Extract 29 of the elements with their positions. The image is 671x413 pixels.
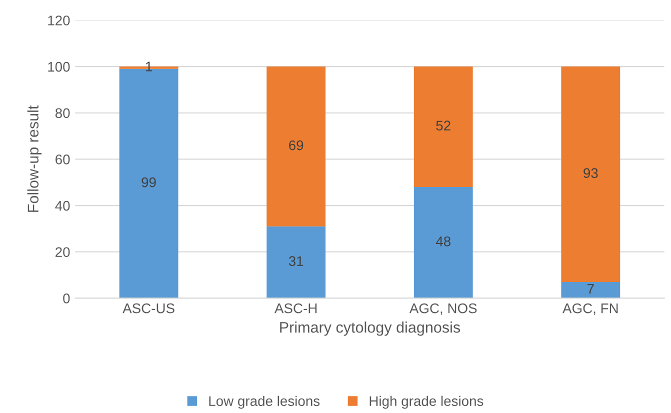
data-label: 52 bbox=[436, 120, 450, 131]
y-tick-label: 120 bbox=[48, 16, 70, 26]
data-label: 7 bbox=[588, 284, 594, 294]
data-label: 69 bbox=[289, 140, 304, 150]
bar bbox=[414, 66, 473, 188]
y-tick-label: 40 bbox=[55, 200, 70, 211]
data-label: 93 bbox=[584, 168, 598, 178]
data-label: 1 bbox=[146, 62, 152, 72]
legend-label: Low grade lesions bbox=[209, 396, 320, 409]
bar bbox=[266, 66, 326, 226]
y-tick-label: 80 bbox=[55, 108, 70, 118]
y-tick-label: 60 bbox=[56, 154, 70, 164]
y-axis-title: Follow-up result bbox=[27, 105, 42, 212]
x-tick-label: ASC-US bbox=[122, 303, 174, 314]
bar bbox=[266, 226, 326, 298]
y-tick-label: 20 bbox=[56, 247, 70, 258]
x-axis-title: Primary cytology diagnosis bbox=[280, 322, 460, 336]
x-tick-label: ASC-H bbox=[274, 303, 317, 314]
x-tick-label: AGC, FN bbox=[562, 303, 618, 315]
data-label: 31 bbox=[288, 256, 304, 266]
y-tick-label: 100 bbox=[48, 62, 70, 72]
bar bbox=[561, 282, 620, 298]
data-label: 48 bbox=[436, 236, 450, 246]
bar bbox=[414, 187, 473, 298]
x-tick-label: AGC, NOS bbox=[409, 303, 477, 315]
data-label: 99 bbox=[142, 177, 156, 188]
legend-label: High grade lesions bbox=[370, 396, 484, 409]
bar bbox=[561, 66, 620, 282]
y-tick-label: 0 bbox=[63, 294, 70, 304]
